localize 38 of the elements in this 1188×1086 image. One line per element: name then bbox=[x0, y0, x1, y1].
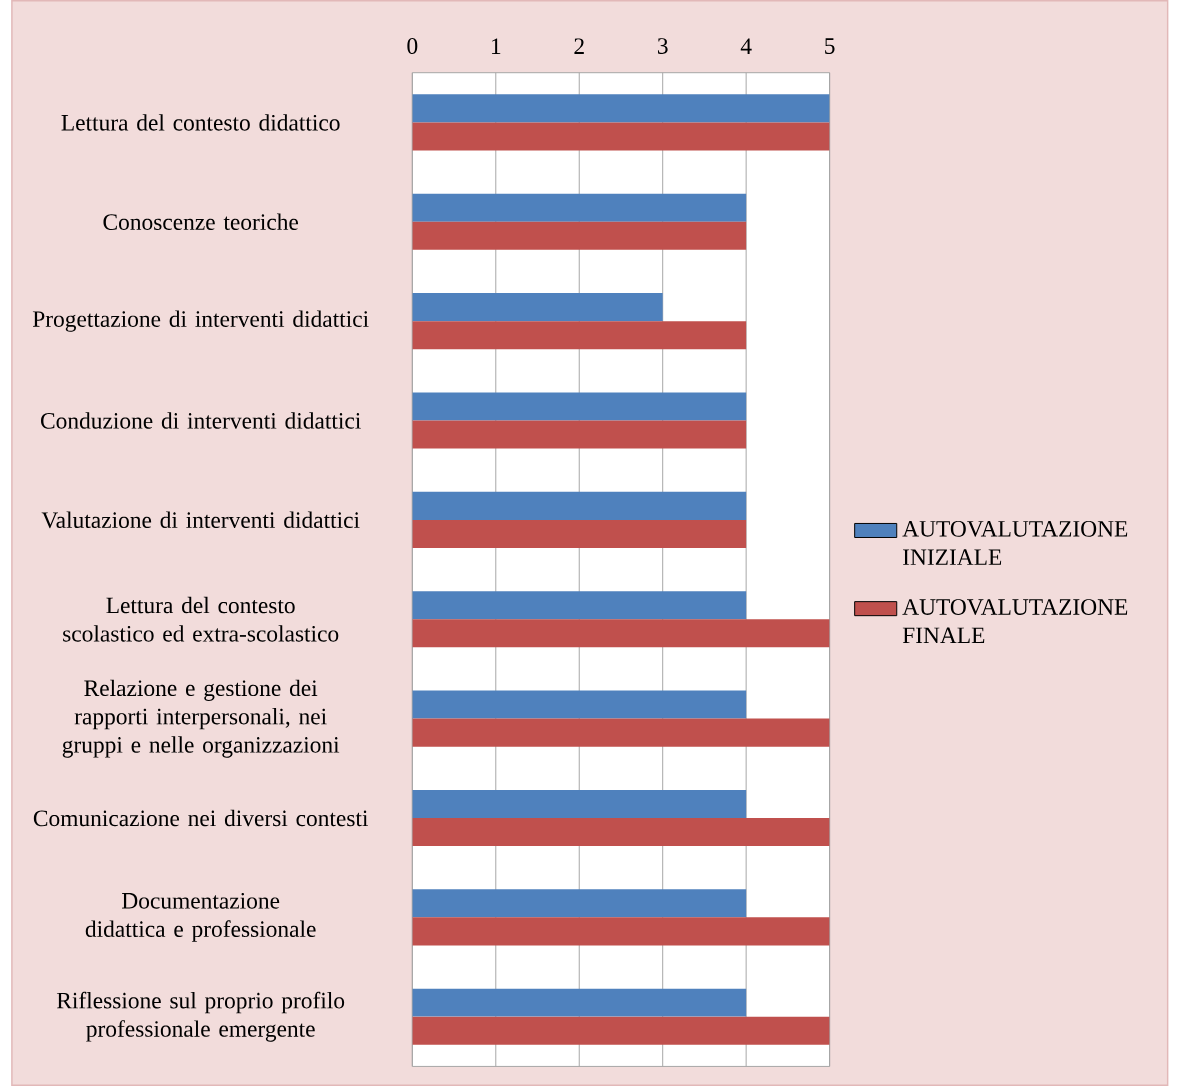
y-tick-label: Relazione e gestione dei rapporti interpersonali, nei gruppi e nelle organizzazioni bbox=[62, 679, 340, 758]
x-tick-label: 4 bbox=[740, 38, 752, 54]
bar bbox=[412, 619, 830, 648]
bar bbox=[412, 519, 747, 548]
y-tick-label: Comunicazione nei diversi contesti bbox=[33, 809, 369, 827]
bar bbox=[412, 988, 747, 1017]
legend-label: AUTOVALUTAZIONE INIZIALE bbox=[902, 520, 1128, 565]
legend-label: AUTOVALUTAZIONE FINALE bbox=[902, 599, 1128, 643]
bar bbox=[412, 889, 747, 918]
y-tick-label: Valutazione di interventi didattici bbox=[41, 511, 360, 529]
y-tick-label: Progettazione di interventi didattici bbox=[32, 310, 369, 332]
bar bbox=[412, 293, 663, 322]
x-tick-label: 2 bbox=[574, 38, 584, 54]
x-tick-label: 3 bbox=[657, 38, 668, 54]
y-tick-label: Riflessione sul proprio profilo professionale emergente bbox=[56, 991, 345, 1042]
bar bbox=[412, 789, 747, 818]
bar bbox=[412, 1016, 830, 1045]
bar bbox=[412, 591, 747, 620]
y-tick-label: Conduzione di interventi didattici bbox=[41, 412, 361, 429]
bar bbox=[412, 122, 830, 151]
bar bbox=[412, 193, 747, 222]
x-tick-label: 5 bbox=[825, 38, 835, 54]
bar bbox=[412, 491, 747, 520]
bar bbox=[412, 392, 747, 421]
bar bbox=[412, 917, 830, 946]
x-tick-label: 1 bbox=[491, 38, 501, 54]
bar bbox=[412, 420, 747, 449]
bar bbox=[412, 690, 747, 719]
x-tick-label: 0 bbox=[407, 38, 418, 54]
y-tick-label: Lettura del contesto scolastico ed extra-scolastico bbox=[63, 596, 339, 642]
bar bbox=[412, 718, 830, 747]
bar bbox=[412, 321, 747, 350]
bar bbox=[412, 817, 830, 846]
bar bbox=[412, 94, 830, 123]
y-tick-label: Lettura del contesto didattico bbox=[61, 114, 340, 131]
bar bbox=[412, 221, 747, 250]
y-tick-label: Conoscenze teoriche bbox=[103, 213, 299, 230]
y-tick-label: Documentazione didattica e professionale bbox=[85, 892, 316, 942]
